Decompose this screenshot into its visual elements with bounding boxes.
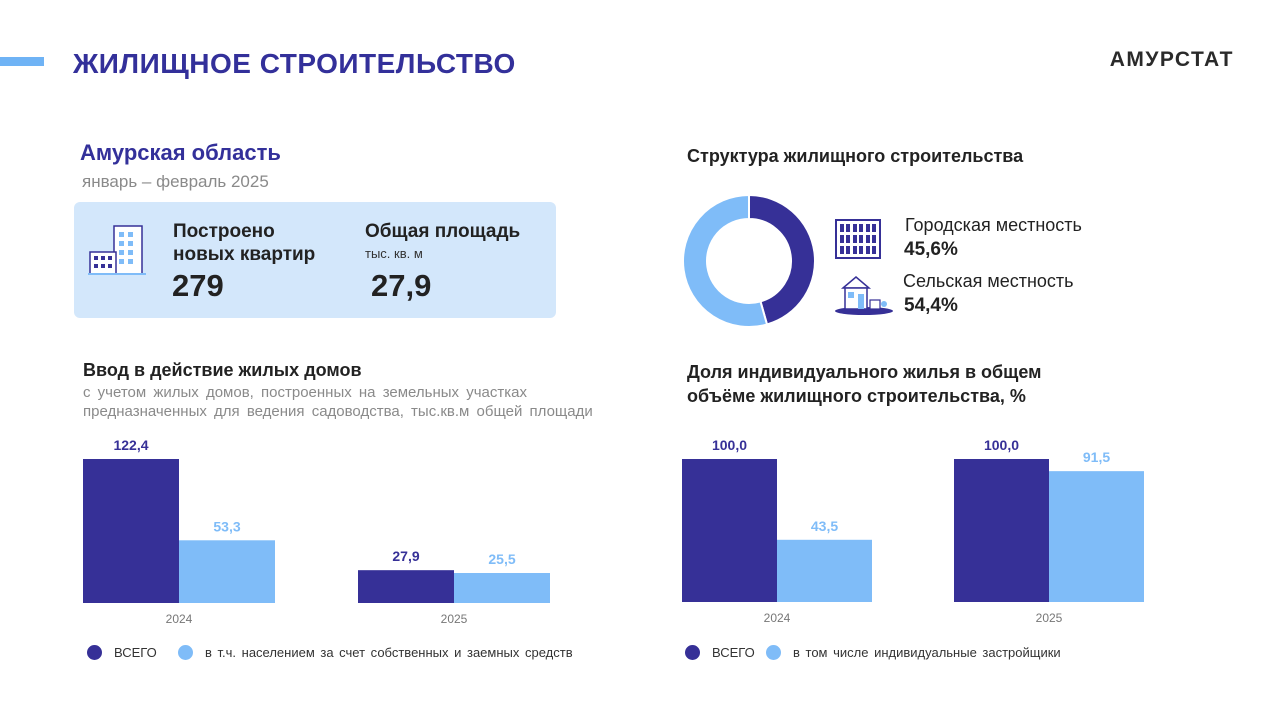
data-label-2024-s1: 53,3 bbox=[213, 518, 240, 534]
individual-share-bar-chart: 100,0 43,5 2024 100,0 91,5 2025 bbox=[682, 437, 1144, 625]
apartment-building-icon bbox=[835, 219, 881, 259]
individual-share-title-line2: объёме жилищного строительства, % bbox=[687, 386, 1026, 406]
legend-label: ВСЕГО bbox=[712, 645, 755, 660]
housing-chart-subtitle-line1: с учетом жилых домов, построенных на зем… bbox=[83, 384, 527, 401]
housing-chart-title: Ввод в действие жилых домов bbox=[83, 360, 362, 380]
x-tick-2025: 2025 bbox=[441, 612, 468, 626]
legend-total-left: ВСЕГО bbox=[87, 645, 157, 660]
housing-chart-subtitle: с учетом жилых домов, построенных на зем… bbox=[83, 383, 593, 421]
bar-2024-s1 bbox=[179, 540, 275, 603]
housing-bar-chart: 122,4 53,3 2024 27,9 25,5 2025 bbox=[83, 437, 550, 626]
legend-label: в том числе индивидуальные застройщики bbox=[793, 645, 1061, 660]
bar-2025-s0 bbox=[358, 570, 454, 603]
data-label-2025-s1: 91,5 bbox=[1083, 449, 1110, 465]
area-unit: тыс. кв. м bbox=[365, 246, 423, 261]
apartments-value: 279 bbox=[172, 268, 224, 303]
rural-value: 54,4% bbox=[904, 295, 958, 316]
accent-bar bbox=[0, 57, 44, 66]
urban-value: 45,6% bbox=[904, 239, 958, 260]
area-label: Общая площадь bbox=[365, 221, 521, 242]
bar-2025-s1 bbox=[454, 573, 550, 603]
house-icon bbox=[835, 276, 893, 315]
data-label-2025-s1: 25,5 bbox=[488, 551, 515, 567]
structure-chart-title: Структура жилищного строительства bbox=[687, 146, 1024, 166]
donut-slice-1 bbox=[682, 193, 769, 328]
bar-2024-s0 bbox=[682, 459, 777, 602]
housing-chart-subtitle-line2: предназначенных для ведения садоводства,… bbox=[83, 403, 593, 420]
x-tick-2024: 2024 bbox=[764, 611, 791, 625]
structure-donut-chart bbox=[682, 193, 816, 328]
legend-dot bbox=[685, 645, 700, 660]
rural-label: Сельская местность bbox=[903, 271, 1074, 291]
data-label-2025-s0: 27,9 bbox=[392, 548, 419, 564]
apartments-label-line1: Построено bbox=[173, 221, 275, 242]
apartments-label: Построено новых квартир bbox=[173, 220, 315, 266]
x-tick-2024: 2024 bbox=[166, 612, 193, 626]
data-label-2024-s0: 100,0 bbox=[712, 437, 747, 453]
legend-dot bbox=[87, 645, 102, 660]
page-title: ЖИЛИЩНОЕ СТРОИТЕЛЬСТВО bbox=[73, 48, 516, 79]
region-title: Амурская область bbox=[80, 140, 281, 165]
legend-dot bbox=[178, 645, 193, 660]
individual-share-title: Доля индивидуального жилья в общем объём… bbox=[687, 360, 1041, 408]
apartments-label-line2: новых квартир bbox=[173, 244, 316, 265]
donut-slice-0 bbox=[748, 193, 816, 326]
summary-card bbox=[74, 202, 556, 318]
brand-logo: АМУРСТАТ bbox=[1109, 48, 1234, 71]
data-label-2024-s0: 122,4 bbox=[113, 437, 148, 453]
period-label: январь – февраль 2025 bbox=[82, 172, 269, 191]
area-value: 27,9 bbox=[371, 268, 432, 303]
bar-2024-s0 bbox=[83, 459, 179, 603]
legend-label: в т.ч. населением за счет собственных и … bbox=[205, 645, 573, 660]
bar-2025-s1 bbox=[1049, 471, 1144, 602]
individual-share-title-line1: Доля индивидуального жилья в общем bbox=[687, 362, 1042, 382]
bar-2024-s1 bbox=[777, 539, 872, 602]
data-label-2024-s1: 43,5 bbox=[811, 518, 838, 534]
urban-label: Городская местность bbox=[905, 215, 1082, 235]
legend-dot bbox=[766, 645, 781, 660]
x-tick-2025: 2025 bbox=[1036, 611, 1063, 625]
legend-individual: в том числе индивидуальные застройщики bbox=[766, 645, 1061, 660]
data-label-2025-s0: 100,0 bbox=[984, 437, 1019, 453]
building-icon bbox=[88, 225, 146, 275]
legend-population: в т.ч. населением за счет собственных и … bbox=[178, 645, 573, 660]
bar-2025-s0 bbox=[954, 459, 1049, 602]
legend-total-right: ВСЕГО bbox=[685, 645, 755, 660]
legend-label: ВСЕГО bbox=[114, 645, 157, 660]
